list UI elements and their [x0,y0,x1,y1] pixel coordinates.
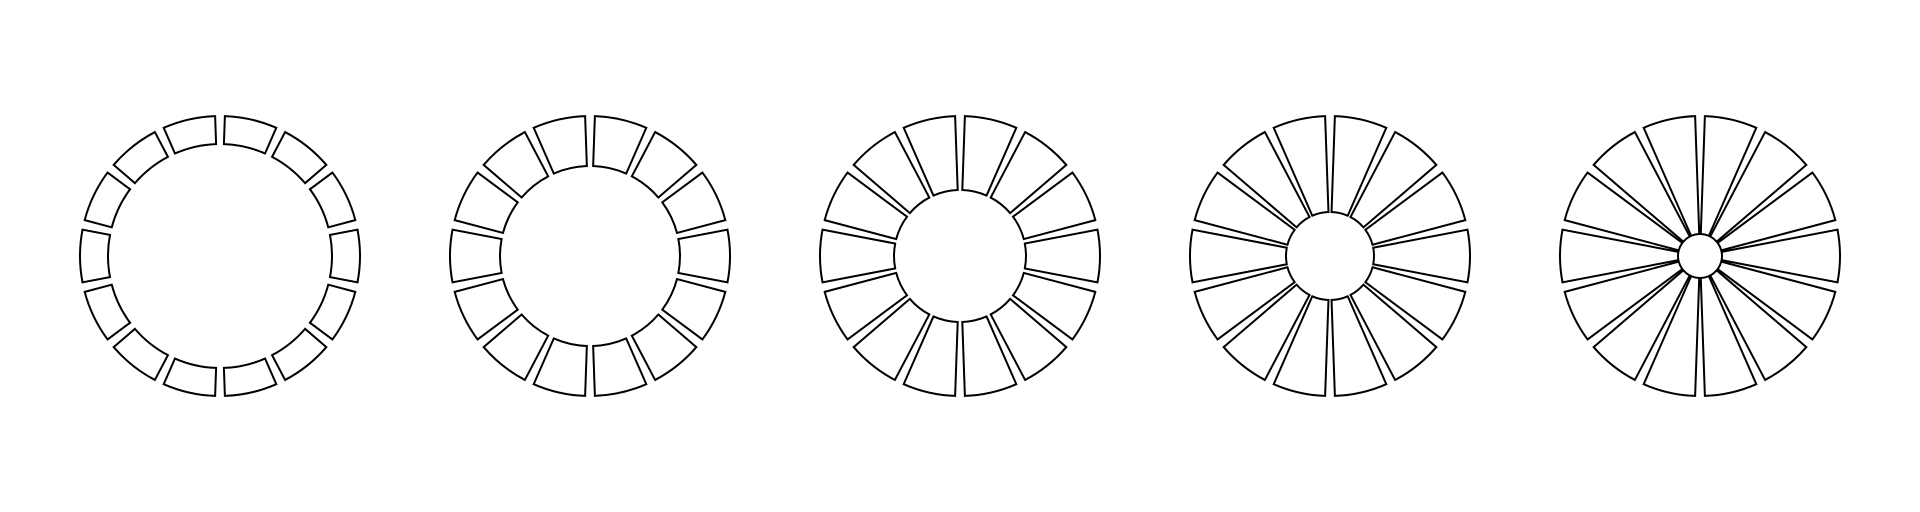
wheel-1 [70,106,370,406]
segment [224,116,276,153]
segment [1025,230,1100,283]
segment [85,173,130,228]
segment [1565,173,1683,251]
segment [1722,230,1840,283]
segment [455,173,518,233]
segment [678,230,730,283]
segment [1718,173,1836,251]
segment [164,116,216,153]
segment [114,329,168,380]
wheel-2 [440,106,740,406]
segment [632,132,696,197]
segment [825,173,907,239]
segment [1701,116,1757,236]
segment [455,279,518,339]
segment [854,132,930,213]
segment [904,316,958,395]
segment [272,329,326,380]
wheel-4 [1180,106,1480,406]
segment [820,230,895,283]
wheel-5 [1550,106,1850,406]
segment [1560,230,1678,283]
segment [484,132,548,197]
segment [1373,230,1470,283]
segment [80,230,110,283]
segment [310,285,355,340]
segment [1701,276,1757,396]
segment [662,279,725,339]
segment [962,316,1016,395]
segment [114,132,168,183]
wheel-3 [810,106,1110,406]
segment [1013,173,1095,239]
wheel-row [0,0,1920,512]
segment [224,359,276,396]
segment [85,285,130,340]
segment [904,116,958,195]
segment [662,173,725,233]
segment [991,132,1067,213]
segment [310,173,355,228]
segment [854,299,930,380]
segment [991,299,1067,380]
segment [1644,116,1700,236]
segment [1013,273,1095,339]
segment [484,315,548,380]
segment [164,359,216,396]
segment [1644,276,1700,396]
segment [1718,262,1836,340]
segment [962,116,1016,195]
segment [330,230,360,283]
segment [272,132,326,183]
segment [632,315,696,380]
segment [1190,230,1287,283]
segment [450,230,502,283]
segment [825,273,907,339]
segment [1565,262,1683,340]
